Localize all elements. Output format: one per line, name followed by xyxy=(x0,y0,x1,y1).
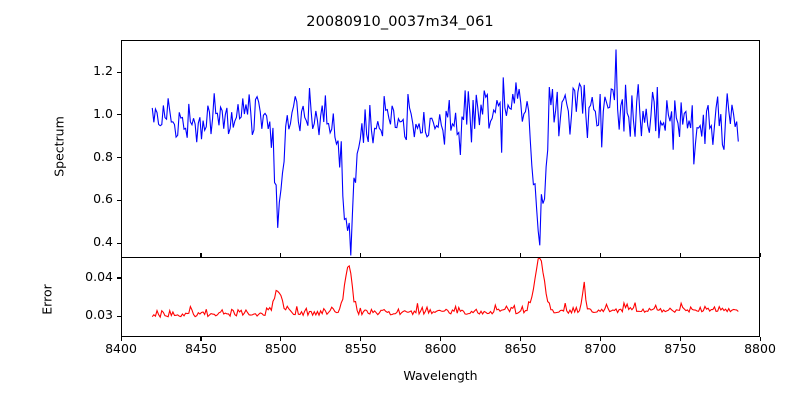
y-tick-label-spectrum: 1.2 xyxy=(93,63,113,79)
x-axis-label: Wavelength xyxy=(403,368,478,383)
x-tick-label: 8600 xyxy=(424,341,457,356)
x-tick-mark xyxy=(599,337,601,341)
x-tick-mark-upper xyxy=(360,253,362,257)
x-tick-mark xyxy=(120,337,122,341)
x-tick-label: 8650 xyxy=(504,341,537,356)
x-tick-label: 8400 xyxy=(105,341,137,356)
x-tick-mark xyxy=(280,337,282,341)
y-tick-mark-spectrum xyxy=(117,114,121,116)
y-tick-label-spectrum: 0.4 xyxy=(93,234,113,250)
x-tick-mark-upper xyxy=(759,253,761,257)
y-tick-label-spectrum: 0.6 xyxy=(93,191,113,207)
x-tick-mark-upper xyxy=(599,253,601,257)
x-tick-label: 8550 xyxy=(344,341,377,356)
figure-title: 20080910_0037m34_061 xyxy=(306,14,494,30)
y-tick-label-spectrum: 1.0 xyxy=(93,105,113,121)
error-data-line xyxy=(151,258,739,319)
x-tick-mark xyxy=(440,337,442,341)
x-tick-mark-upper xyxy=(519,253,522,257)
x-tick-label: 8800 xyxy=(744,341,776,356)
x-tick-label: 8700 xyxy=(584,341,617,356)
x-tick-label: 8750 xyxy=(664,341,697,356)
y-tick-mark-spectrum xyxy=(117,71,121,73)
y-tick-label-error: 0.04 xyxy=(85,268,113,284)
y-tick-mark-error xyxy=(117,277,121,279)
x-tick-mark-upper xyxy=(120,253,122,257)
x-tick-mark-upper xyxy=(200,253,202,257)
spectrum-series-svg xyxy=(151,49,739,256)
x-tick-mark-upper xyxy=(280,253,282,257)
spectrum-plot-panel xyxy=(121,40,760,258)
x-tick-label: 8500 xyxy=(264,341,297,356)
error-series-svg xyxy=(151,258,739,319)
x-tick-mark-upper xyxy=(440,253,442,257)
y-tick-mark-error xyxy=(117,315,121,317)
y-axis-label-spectrum: Spectrum xyxy=(51,116,67,177)
x-tick-mark xyxy=(759,337,761,341)
y-tick-mark-spectrum xyxy=(117,157,121,159)
error-plot-panel xyxy=(121,257,760,337)
x-tick-mark xyxy=(679,337,681,341)
x-tick-mark xyxy=(360,337,362,341)
x-tick-mark xyxy=(200,337,202,341)
y-tick-label-error: 0.03 xyxy=(85,307,113,323)
y-tick-label-spectrum: 0.8 xyxy=(93,148,113,164)
spectrum-data-line xyxy=(151,49,739,256)
x-tick-mark-upper xyxy=(679,253,681,257)
y-tick-mark-spectrum xyxy=(117,242,121,244)
x-tick-label: 8450 xyxy=(184,341,217,356)
x-tick-mark xyxy=(519,337,522,341)
y-axis-label-error: Error xyxy=(39,284,55,315)
y-tick-mark-spectrum xyxy=(117,199,121,201)
